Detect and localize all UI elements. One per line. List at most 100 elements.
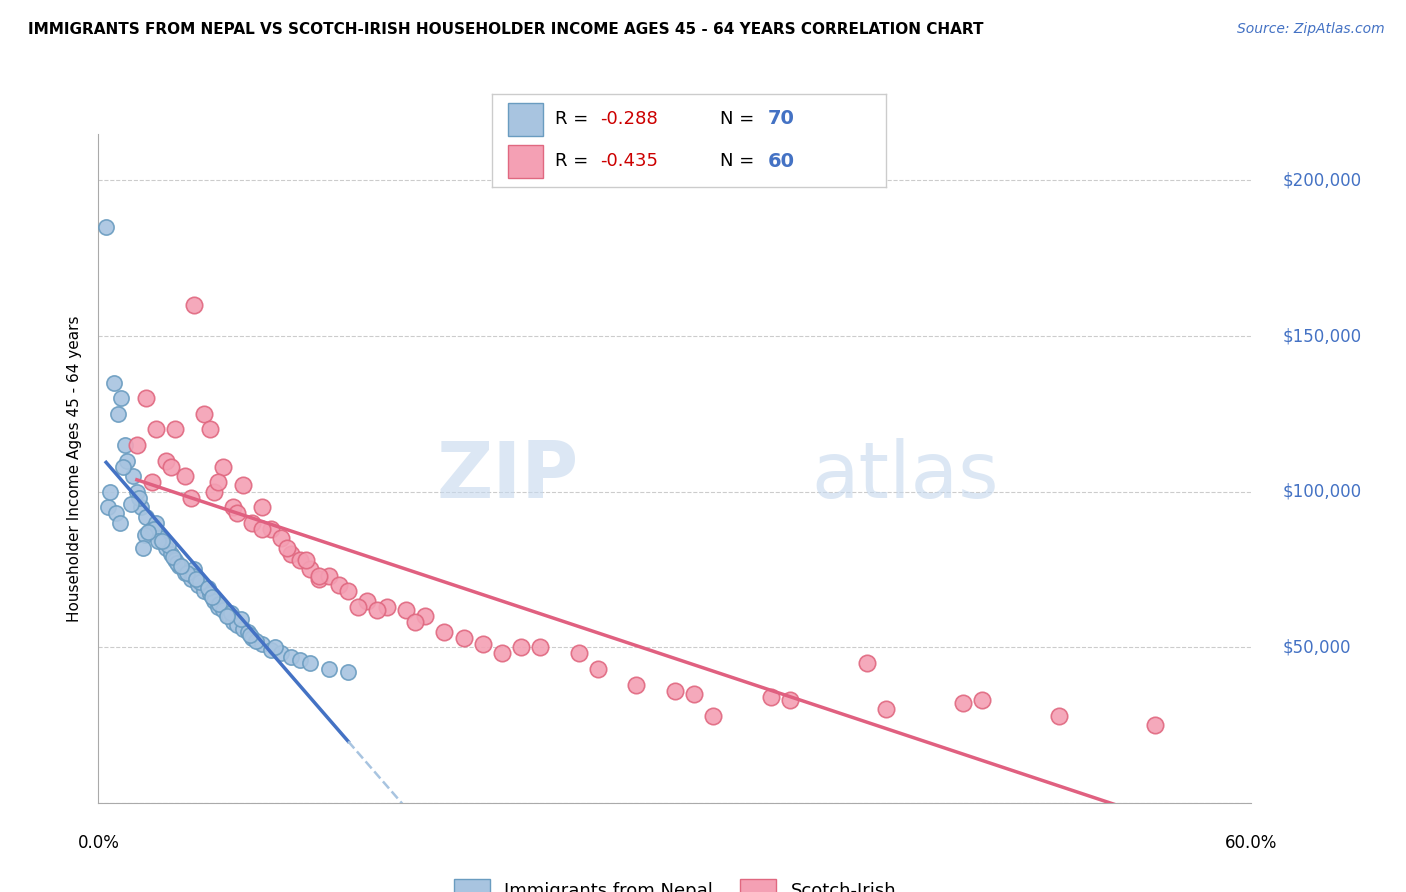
Text: 70: 70 [768,110,794,128]
Point [308,568,330,582]
Point [318,568,340,582]
Point [346,599,368,614]
Point [165,422,187,436]
Point [94,220,117,235]
Text: Source: ZipAtlas.com: Source: ZipAtlas.com [1237,22,1385,37]
Point [138,525,160,540]
Point [260,522,283,536]
Point [366,603,388,617]
Point [229,612,252,626]
Point [702,708,724,723]
Point [143,522,166,536]
Bar [508,103,543,136]
Point [295,553,318,567]
Point [250,522,273,536]
Text: N =: N = [720,153,761,170]
Point [150,534,173,549]
Text: N =: N = [720,110,761,128]
Point [160,459,183,474]
Point [280,649,302,664]
Point [395,603,418,617]
Point [222,615,245,630]
Point [145,516,167,530]
Point [239,628,262,642]
Point [122,469,145,483]
Point [170,559,193,574]
Point [298,656,321,670]
Point [225,618,247,632]
Text: $150,000: $150,000 [1282,327,1361,345]
Point [114,438,136,452]
Point [375,599,398,614]
Point [141,475,163,490]
Point [188,574,211,589]
Point [245,634,267,648]
Point [238,624,260,639]
Point [98,484,121,499]
Point [120,497,142,511]
Point [198,422,221,436]
Point [529,640,551,655]
Point [664,683,686,698]
Point [162,549,184,564]
Point [202,484,225,499]
Point [328,578,350,592]
Point [491,647,513,661]
Y-axis label: Householder Income Ages 45 - 64 years: Householder Income Ages 45 - 64 years [67,315,83,622]
Point [129,500,152,515]
Point [183,562,205,576]
Text: $50,000: $50,000 [1282,638,1351,657]
Point [165,553,187,567]
Point [193,584,215,599]
Text: 60.0%: 60.0% [1225,834,1278,852]
Point [135,509,157,524]
Point [568,647,591,661]
Point [134,528,156,542]
Point [1144,718,1167,732]
Point [683,687,706,701]
Bar [508,145,543,178]
Point [240,516,263,530]
Point [875,702,897,716]
Point [212,459,235,474]
Point [298,562,321,576]
Point [290,653,312,667]
Point [107,407,129,421]
Point [356,593,378,607]
Point [202,593,225,607]
Point [280,547,302,561]
Point [250,637,273,651]
Point [183,298,205,312]
Point [264,640,287,655]
Point [318,662,340,676]
Point [180,491,202,505]
Point [231,478,254,492]
Point [337,584,360,599]
Point [176,566,198,580]
Point [510,640,533,655]
Text: -0.288: -0.288 [600,110,658,128]
Point [222,500,245,515]
Point [433,624,456,639]
Point [219,606,242,620]
Point [405,615,427,630]
Text: $200,000: $200,000 [1282,171,1361,189]
Point [250,500,273,515]
Text: R =: R = [555,110,595,128]
Point [856,656,879,670]
Point [135,392,157,406]
Point [131,541,153,555]
Point [208,597,231,611]
Point [260,643,283,657]
Point [167,559,190,574]
Point [193,407,215,421]
Point [201,591,224,605]
Point [471,637,494,651]
Point [181,568,204,582]
Point [97,500,120,515]
Point [186,572,208,586]
Point [187,578,209,592]
Point [276,541,298,555]
Point [155,541,177,555]
Point [626,677,648,691]
